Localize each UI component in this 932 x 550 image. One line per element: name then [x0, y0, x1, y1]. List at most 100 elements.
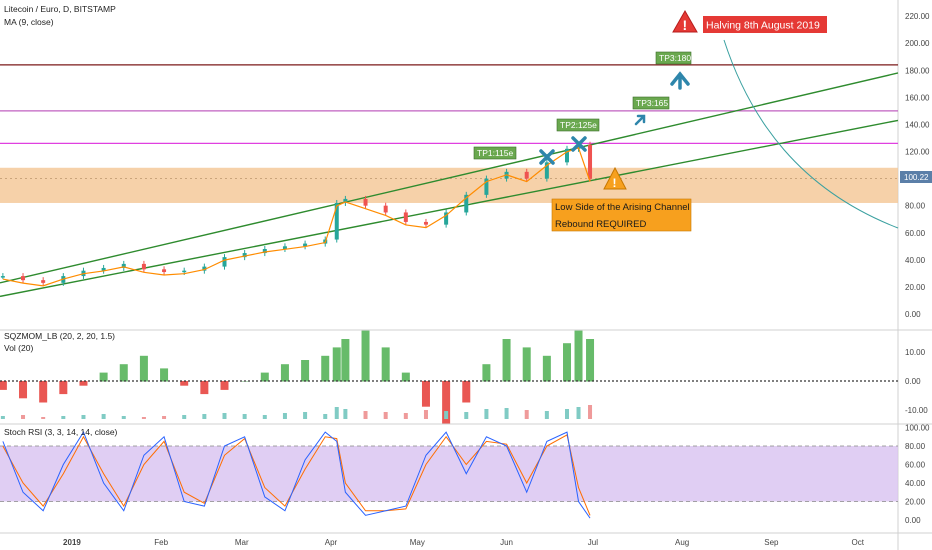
- candle: [565, 148, 570, 163]
- volume-bar: [242, 414, 247, 419]
- momentum-bar: [442, 381, 451, 424]
- halving-annotation[interactable]: ! Halving 8th August 2019: [672, 9, 827, 33]
- volume-bar: [222, 413, 227, 419]
- momentum-bar: [200, 381, 209, 395]
- momentum-bar: [260, 372, 269, 382]
- momentum-bar: [139, 355, 148, 382]
- candle: [162, 269, 167, 273]
- candle: [403, 212, 408, 222]
- volume-bar: [303, 412, 308, 419]
- momentum-bar: [574, 330, 583, 382]
- candle: [262, 249, 267, 254]
- warning-triangle-icon: [672, 9, 698, 33]
- candle: [484, 178, 489, 195]
- candle: [282, 246, 287, 250]
- volume-bar: [202, 414, 207, 419]
- tp1-target[interactable]: TP1:115e: [473, 146, 555, 165]
- volume-bar: [81, 415, 86, 419]
- x-tick-label: Feb: [154, 538, 168, 547]
- momentum-bar: [180, 381, 189, 386]
- volume-bar: [504, 408, 509, 419]
- volume-bar: [41, 417, 46, 419]
- tp2-target[interactable]: TP2:125e: [556, 118, 600, 152]
- support-zone: [0, 167, 898, 203]
- momentum-bar: [563, 343, 572, 382]
- x-mark-icon: [539, 149, 555, 165]
- rsi-tick-label: 100.00: [905, 424, 930, 433]
- x-tick-label: May: [410, 538, 425, 547]
- price-tick-label: 60.00: [905, 229, 926, 238]
- volume-bar: [484, 409, 489, 419]
- momentum-bar: [79, 381, 88, 386]
- volume-bar: [423, 410, 428, 419]
- tp3-165-text: TP3:165: [636, 98, 668, 108]
- candle: [334, 202, 339, 240]
- x-tick-label: Apr: [325, 538, 338, 547]
- volume-bar: [334, 407, 339, 419]
- momentum-bar: [522, 347, 531, 382]
- arrow-up-icon: [670, 71, 690, 90]
- candle: [21, 276, 26, 281]
- volume-bar: [162, 416, 167, 419]
- x-mark-icon: [571, 136, 587, 152]
- candle: [0, 276, 5, 278]
- momentum-bar: [99, 372, 108, 382]
- candle: [41, 280, 46, 283]
- price-tick-label: 220.00: [905, 12, 930, 21]
- ma-line: [2, 146, 591, 287]
- warning-triangle-icon: [603, 166, 627, 190]
- momentum-bar: [220, 381, 229, 390]
- momentum-tick-label: 0.00: [905, 377, 921, 386]
- exclamation-icon: !: [683, 17, 688, 33]
- volume-bar: [524, 410, 529, 419]
- momentum-bar: [59, 381, 68, 395]
- momentum-indicator-label: SQZMOM_LB (20, 2, 20, 1.5): [4, 331, 115, 341]
- momentum-bar: [421, 381, 430, 407]
- low-side-annotation[interactable]: ! Low Side of the Arising Channel Reboun…: [551, 166, 692, 232]
- candle: [363, 198, 368, 206]
- momentum-bar: [462, 381, 471, 403]
- rsi-band: [0, 446, 898, 502]
- rsi-tick-label: 20.00: [905, 498, 926, 507]
- candle: [303, 243, 308, 247]
- price-tick-label: 120.00: [905, 148, 930, 157]
- momentum-bar: [301, 360, 310, 382]
- price-tick-label: 80.00: [905, 202, 926, 211]
- tp3-180-box: [655, 51, 692, 65]
- ma-indicator-label: MA (9, close): [4, 17, 54, 27]
- halving-text: Halving 8th August 2019: [706, 20, 820, 32]
- volume-bar: [323, 414, 328, 419]
- price-tick-label: 40.00: [905, 256, 926, 265]
- candle: [464, 194, 469, 213]
- volume-bar: [588, 405, 593, 419]
- price-tick-label: 200.00: [905, 39, 930, 48]
- momentum-bar: [280, 364, 289, 382]
- tp3-180-target[interactable]: TP3:180: [655, 51, 692, 90]
- x-tick-label: Jul: [588, 538, 598, 547]
- x-tick-label: Aug: [675, 538, 689, 547]
- candle: [423, 221, 428, 225]
- volume-bar: [383, 412, 388, 419]
- volume-bar: [61, 416, 66, 419]
- candle: [524, 171, 529, 179]
- tp3-165-target[interactable]: TP3:165: [632, 96, 670, 126]
- price-tick-label: 160.00: [905, 93, 930, 102]
- rsi-tick-label: 40.00: [905, 479, 926, 488]
- momentum-tick-label: 10.00: [905, 348, 926, 357]
- exclamation-icon: !: [613, 176, 617, 190]
- momentum-bar: [0, 381, 7, 390]
- momentum-bar: [321, 355, 330, 382]
- volume-indicator-label: Vol (20): [4, 343, 33, 353]
- tp3-165-box: [632, 96, 670, 110]
- x-tick-label: Sep: [764, 538, 779, 547]
- x-tick-label: Oct: [851, 538, 864, 547]
- low-side-box: [551, 198, 692, 232]
- x-tick-label: Mar: [235, 538, 249, 547]
- momentum-bar: [160, 368, 169, 382]
- price-tick-label: 140.00: [905, 120, 930, 129]
- candle: [141, 263, 146, 270]
- volume-bar: [343, 409, 348, 419]
- momentum-bar: [361, 330, 370, 382]
- rsi-tick-label: 60.00: [905, 461, 926, 470]
